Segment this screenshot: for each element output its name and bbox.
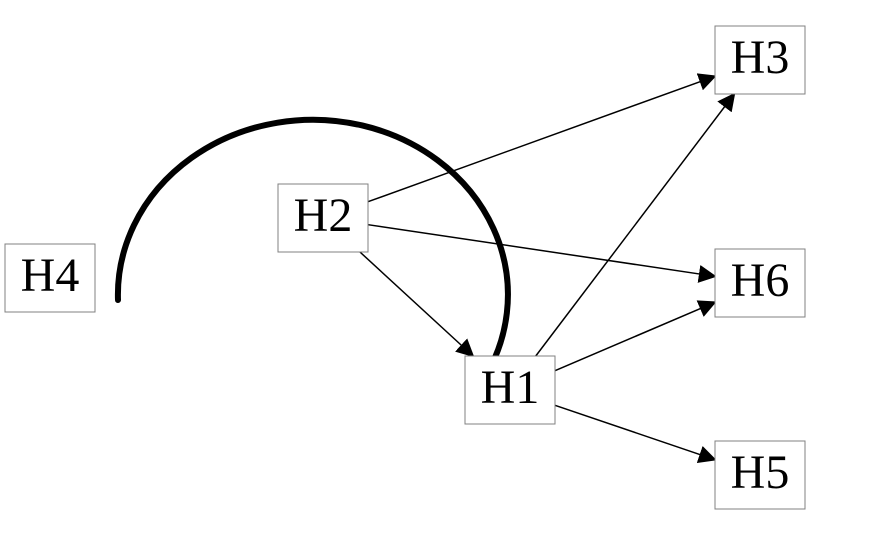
- node-label-H5: H5: [731, 446, 790, 499]
- node-H2: H2: [278, 184, 368, 252]
- node-H3: H3: [715, 26, 805, 94]
- edge-H2-H6: [368, 225, 715, 277]
- edge-H1-H3: [536, 94, 734, 356]
- node-H5: H5: [715, 441, 805, 509]
- node-H1: H1: [465, 356, 555, 424]
- edge-H1-H6: [555, 302, 715, 370]
- edge-H2-H1: [360, 252, 473, 356]
- diagram-canvas: H1 H2 H3 H4 H5 H6: [0, 0, 887, 544]
- node-label-H4: H4: [21, 249, 80, 302]
- edge-H1-H5: [555, 405, 715, 459]
- node-H6: H6: [715, 249, 805, 317]
- node-H4: H4: [5, 244, 95, 312]
- node-label-H2: H2: [294, 189, 353, 242]
- edge-H2-H3: [368, 76, 715, 201]
- node-label-H3: H3: [731, 31, 790, 84]
- node-label-H6: H6: [731, 254, 790, 307]
- node-label-H1: H1: [481, 361, 540, 414]
